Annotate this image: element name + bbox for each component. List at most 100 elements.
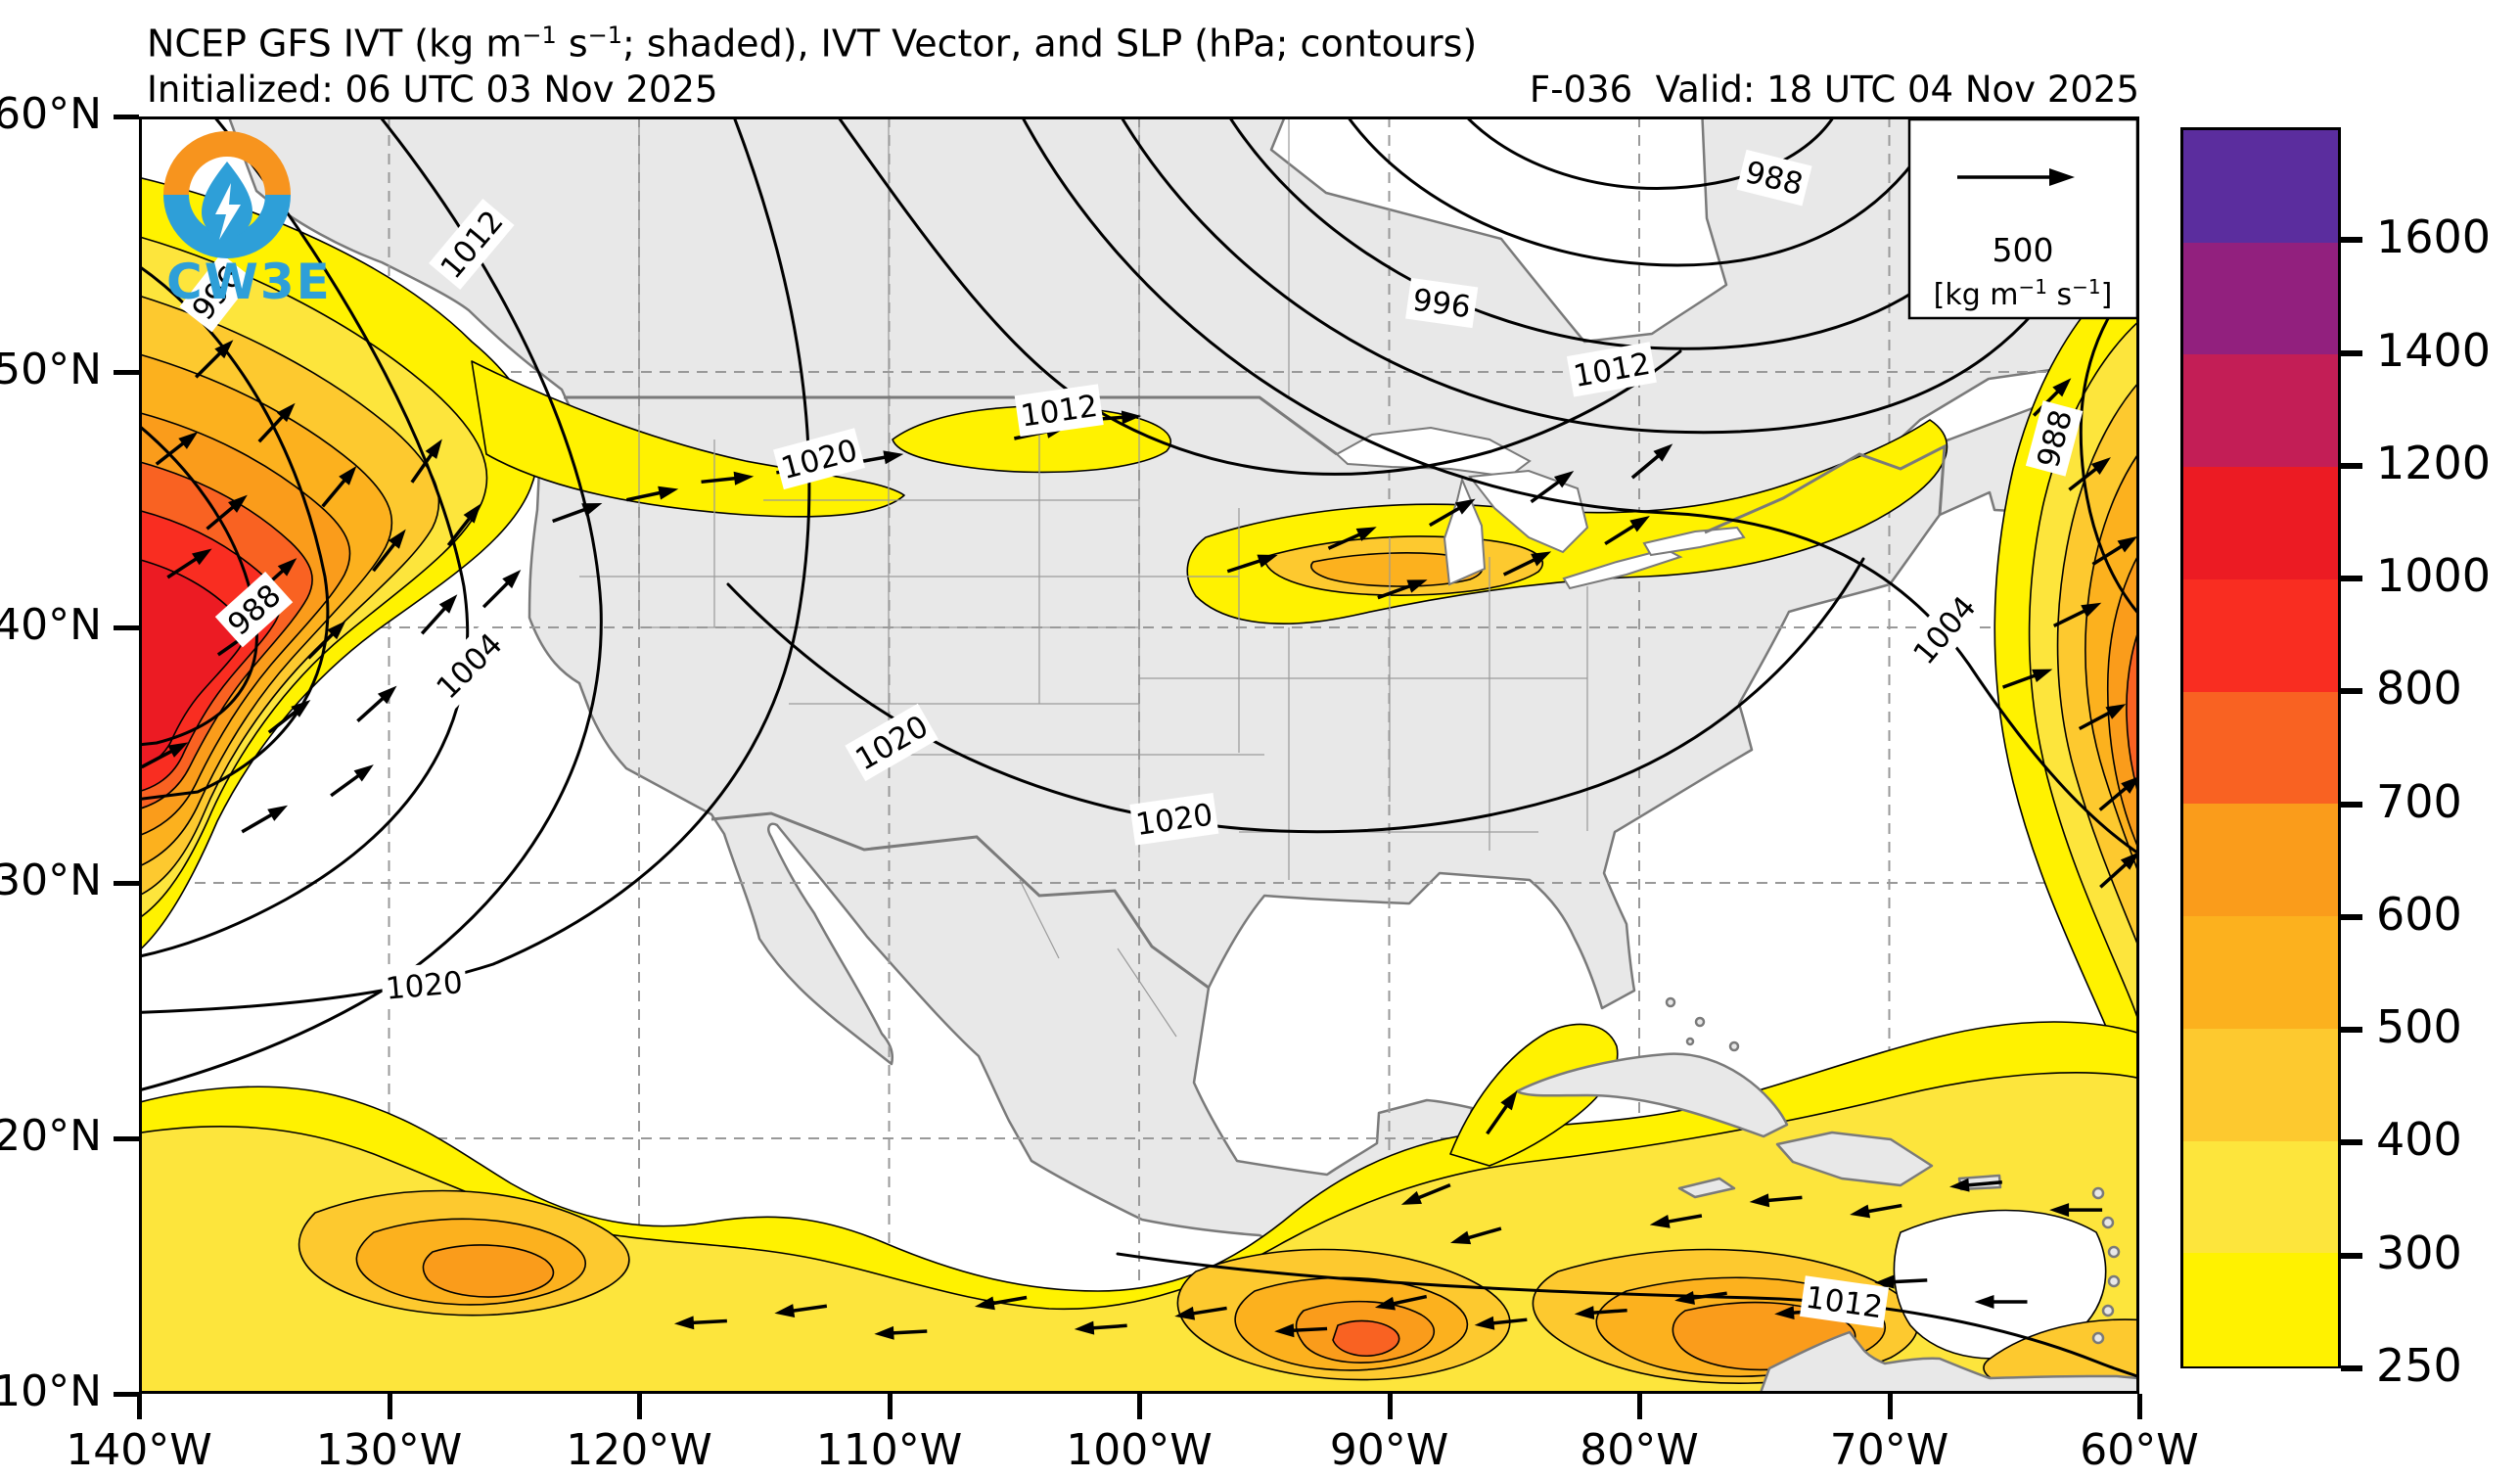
- ivt-vector-arrow: [1327, 527, 1377, 550]
- lat-tick-label: 30°N: [0, 855, 102, 905]
- valid-time-label: F-036 Valid: 18 UTC 04 Nov 2025: [1529, 69, 2139, 111]
- lon-tick-label: 70°W: [1829, 1425, 1949, 1475]
- ivt-vector-arrow: [626, 485, 679, 502]
- colorbar-tick-label: 1400: [2376, 323, 2492, 377]
- colorbar-tick: [2341, 1139, 2362, 1146]
- lat-tick: [114, 881, 139, 886]
- ref-vector-box: 500 [kg m−1 s−1]: [1907, 117, 2139, 320]
- ivt-vector-arrow: [321, 465, 357, 508]
- colorbar-segment: [2183, 467, 2338, 580]
- lon-tick: [2137, 1394, 2142, 1419]
- cw3e-logo: CW3E: [163, 131, 332, 310]
- ivt-vector-arrow: [874, 1325, 928, 1340]
- ivt-vector-arrow: [1749, 1193, 1803, 1208]
- ivt-vector-arrow: [2068, 457, 2111, 491]
- colorbar-tick-label: 700: [2376, 774, 2462, 828]
- ivt-vector-arrow: [1649, 1214, 1703, 1228]
- ivt-vector-arrow: [1449, 1226, 1502, 1245]
- ivt-vector-arrow: [306, 621, 346, 660]
- logo-ring-bottom: [163, 194, 291, 258]
- ivt-vector-arrow: [2001, 669, 2053, 689]
- colorbar-segment: [2183, 130, 2338, 244]
- ivt-vector-arrow: [1486, 1089, 1518, 1135]
- lake-ontario: [1642, 526, 1746, 557]
- us-canada-border: [564, 395, 1338, 456]
- colorbar-tick: [2341, 576, 2362, 582]
- map-frame: [139, 116, 2139, 1394]
- jamaica-island: [1677, 1177, 1736, 1199]
- colorbar-tick: [2341, 1365, 2362, 1371]
- ivt-vector-arrow: [673, 1316, 727, 1330]
- ivt-vector-arrow: [1530, 470, 1575, 504]
- slp-contour: [1020, 116, 2139, 856]
- lon-tick: [1637, 1394, 1642, 1419]
- ivt-vector-arrow: [1574, 1306, 1627, 1320]
- logo-text: CW3E: [166, 254, 332, 310]
- lat-tick: [114, 370, 139, 375]
- lon-tick: [137, 1394, 142, 1419]
- colorbar-segment: [2183, 578, 2338, 693]
- lon-tick-label: 80°W: [1580, 1425, 1699, 1475]
- ivt-vector-arrow: [267, 700, 311, 734]
- south-america-landmass: [1759, 1330, 2139, 1394]
- ivt-region: [1310, 552, 1484, 587]
- colorbar-tick-label: 300: [2376, 1225, 2462, 1279]
- ivt-vector-arrow: [1502, 551, 1552, 577]
- lat-tick: [114, 1136, 139, 1141]
- ivt-vector-arrow: [1429, 498, 1476, 528]
- colorbar-tick: [2341, 237, 2362, 244]
- colorbar-segment: [2183, 691, 2338, 806]
- ivt-vector-arrow: [974, 1295, 1028, 1311]
- colorbar-tick: [2341, 1252, 2362, 1259]
- ivt-region: [1332, 1319, 1400, 1357]
- colorbar-tick: [2341, 1027, 2362, 1034]
- slp-labels-layer: 9961012988100410201012996988101210049881…: [179, 149, 2084, 1328]
- lon-tick-label: 120°W: [566, 1425, 712, 1475]
- slp-label-value: 1020: [385, 965, 465, 1007]
- lon-tick: [1387, 1394, 1393, 1419]
- ref-vector-unit: [kg m−1 s−1]: [1934, 275, 2113, 312]
- ivt-region: [422, 1244, 555, 1298]
- colorbar-segment: [2183, 804, 2338, 918]
- ivt-vector-arrow: [1274, 1323, 1328, 1338]
- bahamas-islands: [1665, 996, 1740, 1052]
- colorbar-tick-label: 1000: [2376, 549, 2492, 603]
- ivt-vector-arrow: [1400, 1183, 1451, 1205]
- colorbar-tick: [2341, 349, 2362, 356]
- lake-huron: [1468, 469, 1589, 554]
- ivt-vector-arrow: [446, 503, 481, 547]
- ivt-vector-arrow: [1850, 1203, 1902, 1219]
- lon-tick: [1137, 1394, 1142, 1419]
- lat-tick-label: 40°N: [0, 600, 102, 650]
- lat-tick: [114, 1392, 139, 1397]
- colorbar-tick: [2341, 913, 2362, 920]
- slp-contour: [1464, 116, 1836, 190]
- colorbar-segment: [2183, 1140, 2338, 1255]
- slp-contour: [139, 116, 811, 1014]
- ivt-vector-arrow: [140, 742, 189, 769]
- ivt-vector-arrow: [241, 805, 289, 834]
- slp-contour: [139, 116, 603, 1092]
- colorbar-tick-label: 500: [2376, 1000, 2462, 1054]
- ivt-vector-arrow: [1874, 1274, 1928, 1289]
- lat-tick-label: 50°N: [0, 345, 102, 394]
- slp-contour: [1346, 116, 1945, 267]
- colorbar-segment: [2183, 1028, 2338, 1142]
- ivt-vector-arrow: [481, 570, 522, 609]
- slp-contour: [1116, 1252, 2139, 1379]
- ivt-vector-arrow: [257, 402, 296, 443]
- ivt-vector-arrow: [1074, 1320, 1127, 1335]
- lat-tick-label: 20°N: [0, 1111, 102, 1161]
- init-time-label: Initialized: 06 UTC 03 Nov 2025: [147, 69, 718, 111]
- slp-contour-label: 1012: [1799, 1275, 1890, 1328]
- cuba-island: [1515, 1052, 1789, 1138]
- slp-contour-label: 1020: [1129, 793, 1219, 846]
- logo-ring-top: [163, 131, 291, 196]
- colorbar-tick-label: 400: [2376, 1113, 2462, 1167]
- ivt-vector-arrow: [410, 439, 442, 484]
- colorbar-tick: [2341, 688, 2362, 695]
- ivt-vector-arrow: [2098, 775, 2139, 811]
- ivt-vector-arrow: [420, 594, 458, 635]
- lesser-antilles-islands: [2091, 1186, 2121, 1345]
